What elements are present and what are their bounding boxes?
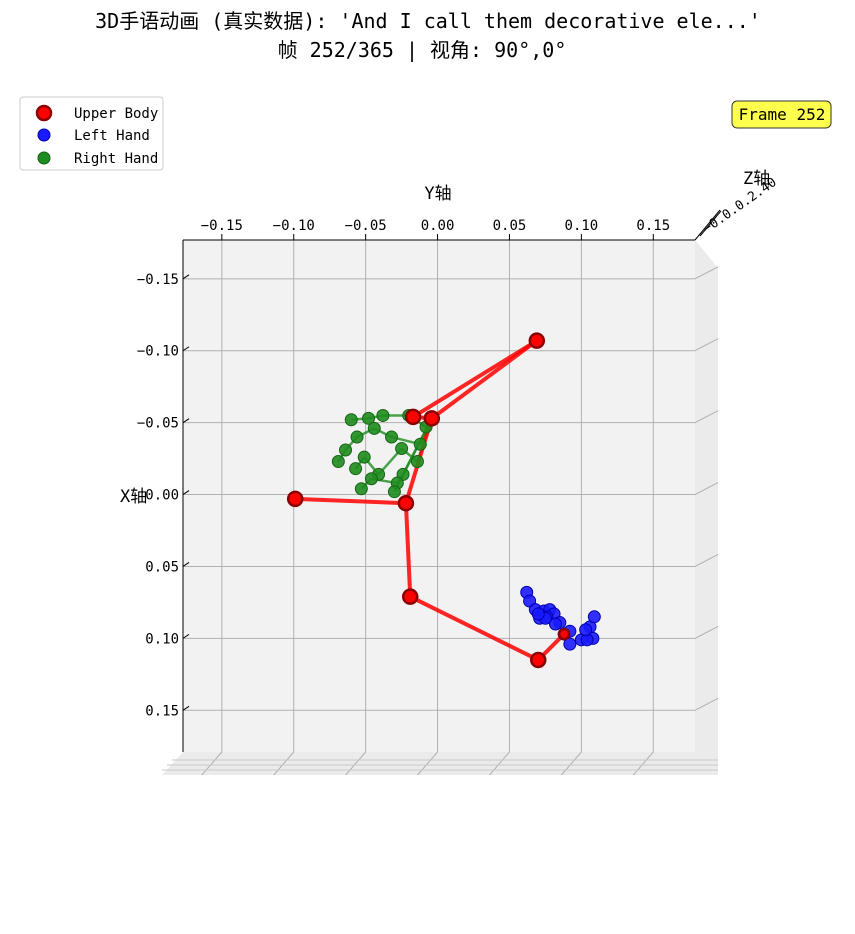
legend-marker-right-hand [37, 151, 51, 165]
y-tick-label: −0.05 [345, 218, 387, 234]
frame-badge-text: Frame 252 [739, 105, 826, 124]
upper-body-joint [404, 408, 422, 426]
frame-badge-box [731, 100, 832, 129]
depth-line-bottom [201, 751, 223, 776]
y-tick-label: −0.15 [201, 218, 243, 234]
depth-line-right [694, 554, 719, 567]
right-hand-joint [354, 482, 368, 496]
x-tick-mark [182, 633, 190, 639]
y-axis-label: Y轴 [424, 184, 451, 204]
depth-line-right [694, 697, 719, 711]
x-tick-label: −0.10 [137, 344, 179, 360]
left-hand-joint [548, 617, 562, 631]
y-tick-label: −0.10 [273, 218, 315, 234]
legend-label-upper-body: Upper Body [74, 106, 158, 122]
z-axis-ticks [694, 209, 722, 241]
x-tick-mark [182, 490, 190, 495]
upper-body-joint [286, 490, 304, 508]
right-hand-joint [331, 454, 345, 468]
right-hand-joint [387, 485, 401, 499]
legend-label-right-hand: Right Hand [74, 151, 158, 167]
y-tick-label: 0.05 [493, 218, 527, 234]
left-hand-joint [563, 637, 577, 651]
x-tick-mark [182, 274, 190, 280]
left-hand-joint [579, 623, 593, 637]
x-tick-label: −0.15 [137, 272, 179, 288]
y-tick-label: 0.10 [565, 218, 599, 234]
chart-title-line1: 3D手语动画 (真实数据): 'And I call them decorati… [95, 9, 761, 33]
x-tick-label: −0.05 [137, 416, 179, 432]
z-axis-label: Z轴 [743, 169, 770, 189]
x-tick-mark [182, 562, 190, 567]
depth-line-right [694, 338, 719, 352]
right-hand-joint [339, 443, 353, 457]
y-tick-label: 0.15 [636, 218, 670, 234]
x-tick-label: 0.15 [145, 703, 179, 719]
upper-body-joint [401, 588, 419, 605]
legend-label-left-hand: Left Hand [74, 128, 150, 144]
x-tick-mark [182, 346, 190, 352]
upper-body-bone [430, 339, 538, 420]
z-axis-tick-cluster: −0.0.0.2.40 [700, 175, 779, 237]
depth-line-right [694, 266, 719, 280]
right-hand-joint [410, 454, 424, 468]
chart-title-line2: 帧 252/365 | 视角: 90°,0° [278, 38, 567, 62]
depth-line-bottom [345, 751, 367, 776]
right-hand-joint [367, 421, 381, 435]
depth-line-bottom [489, 751, 510, 776]
right-hand-joint [350, 430, 364, 444]
upper-body-bone [412, 338, 538, 419]
upper-body-joint [423, 410, 441, 427]
upper-body-joint [528, 332, 546, 349]
plot-pane [183, 240, 695, 752]
upper-body-bone [403, 503, 413, 597]
y-axis-ticks: −0.15 −0.10 −0.05 0.00 0.05 0.10 0.15 [201, 218, 670, 240]
right-hand-joint [364, 472, 378, 486]
x-tick-label: 0.05 [145, 559, 179, 575]
upper-body-bone [295, 496, 406, 506]
depth-line-bottom [561, 751, 582, 776]
gridlines [183, 240, 695, 752]
right-hand-joint [376, 408, 390, 422]
legend-marker-upper-body [35, 104, 53, 122]
x-axis-label: X轴 [120, 487, 147, 507]
legend-box [19, 96, 164, 171]
depth-line-bottom [632, 751, 654, 776]
right-hand-joint [349, 462, 363, 476]
x-axis-ticks: −0.15 −0.10 −0.05 0.00 0.05 0.10 0.15 [137, 272, 190, 719]
frame-badge: Frame 252 [731, 100, 832, 129]
depth-line-right [694, 625, 719, 639]
upper-body-joint [397, 494, 415, 512]
depth-line-bottom [273, 751, 295, 776]
right-hand-joint [357, 450, 371, 464]
legend: Upper Body Left Hand Right Hand [19, 96, 164, 171]
left-hand-joint [587, 610, 601, 624]
depth-line-bottom [417, 751, 438, 776]
right-hand-joint [395, 442, 409, 456]
upper-body-joint [557, 627, 571, 641]
left-hand-joint [531, 607, 545, 621]
depth-line-right [694, 482, 719, 496]
x-tick-mark [182, 705, 190, 711]
y-tick-label: 0.00 [421, 218, 455, 234]
right-hand-joint [385, 430, 399, 444]
depth-line-right [694, 410, 719, 424]
upper-body-joint [529, 651, 547, 669]
x-tick-mark [182, 418, 190, 424]
right-hand-joint [344, 413, 358, 427]
upper-body-bone [409, 594, 540, 662]
depth-lines [162, 266, 719, 776]
right-hand-joint [362, 411, 376, 425]
right-hand-joint [413, 437, 427, 451]
x-tick-label: 0.00 [145, 488, 179, 504]
data-points [286, 332, 601, 669]
x-tick-label: 0.10 [145, 631, 179, 647]
legend-marker-left-hand [37, 128, 51, 142]
